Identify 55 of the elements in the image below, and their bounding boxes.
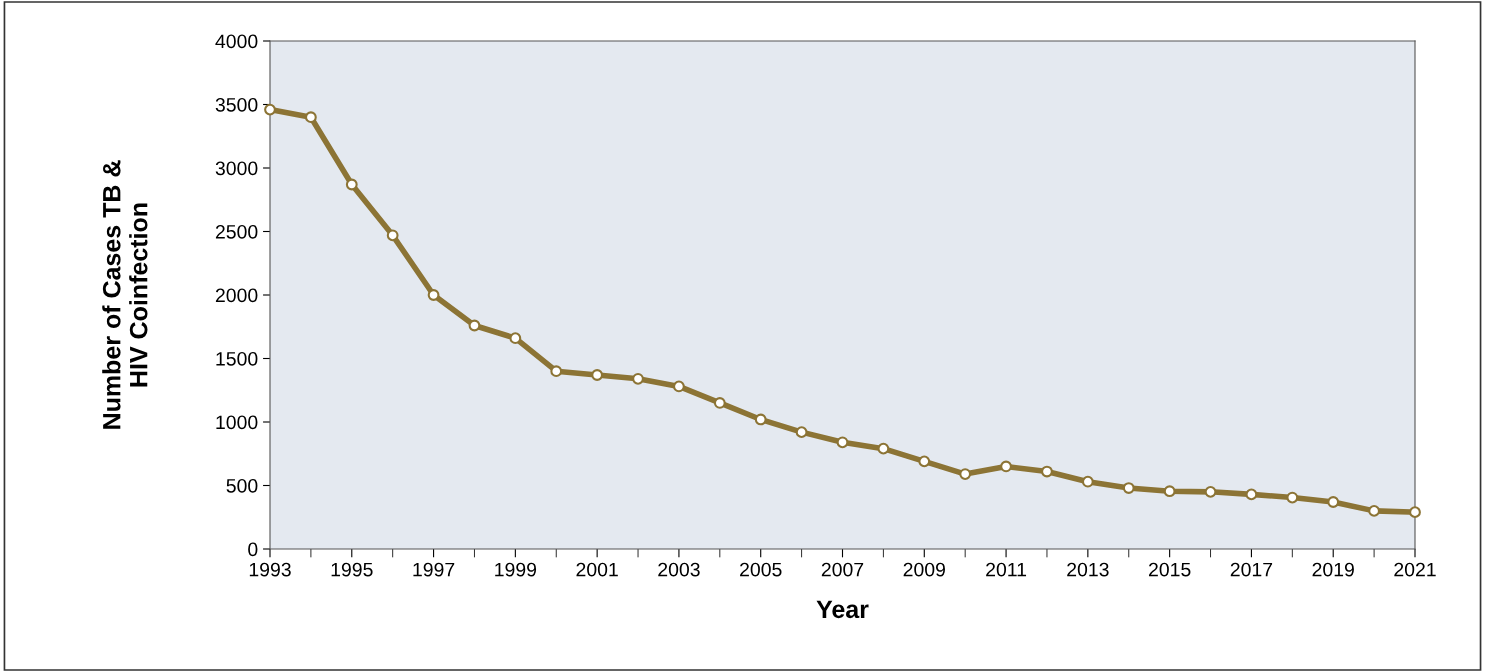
point xyxy=(713,397,726,409)
x-tick-label: 1995 xyxy=(331,562,373,577)
x-tick-label: 2007 xyxy=(821,562,864,577)
point xyxy=(1041,465,1053,478)
point xyxy=(1327,496,1340,508)
point xyxy=(1286,491,1299,504)
point xyxy=(1409,506,1421,519)
point xyxy=(386,229,399,242)
point xyxy=(918,455,931,468)
point xyxy=(1368,505,1381,517)
point xyxy=(673,380,685,393)
y-axis-title: Number of Cases TB & HIV Coinfection xyxy=(102,160,148,429)
x-tick-label: 2013 xyxy=(1067,562,1109,577)
y-tick-label: 500 xyxy=(226,478,258,493)
point xyxy=(795,426,808,439)
point xyxy=(509,332,522,345)
point xyxy=(550,365,563,378)
point xyxy=(1122,482,1135,494)
x-tick-label: 2021 xyxy=(1394,562,1436,577)
point xyxy=(959,468,972,480)
point xyxy=(427,289,440,301)
point xyxy=(877,442,890,455)
point xyxy=(264,103,276,116)
point xyxy=(591,369,604,381)
point xyxy=(632,372,644,385)
point xyxy=(754,413,767,426)
x-axis-title: Year xyxy=(816,600,869,619)
point xyxy=(1000,460,1012,473)
point xyxy=(304,111,317,124)
x-tick-label: 2001 xyxy=(576,562,618,577)
x-tick-label: 1999 xyxy=(495,562,537,577)
point xyxy=(1204,485,1217,498)
x-tick-label: 1997 xyxy=(413,562,455,577)
point xyxy=(836,436,849,449)
point xyxy=(468,319,481,332)
x-tick-label: 2015 xyxy=(1149,562,1191,577)
x-tick-label: 1993 xyxy=(249,562,291,577)
x-tick-label: 2005 xyxy=(740,562,782,577)
x-tick-label: 2011 xyxy=(986,562,1027,577)
point xyxy=(1163,485,1176,498)
y-tick-label: 3500 xyxy=(215,97,258,112)
point xyxy=(1081,475,1094,488)
y-tick-label: 0 xyxy=(248,542,258,557)
point xyxy=(1245,488,1258,501)
x-tick-label: 2003 xyxy=(658,562,700,577)
x-tick-label: 2009 xyxy=(903,562,945,577)
x-tick-label: 2019 xyxy=(1312,562,1354,577)
x-tick-label: 2017 xyxy=(1230,562,1273,577)
y-tick-label: 4000 xyxy=(215,34,258,49)
y-tick-label: 3000 xyxy=(215,161,258,176)
point xyxy=(345,178,358,191)
y-tick-label: 1000 xyxy=(216,415,258,430)
y-tick-label: 2000 xyxy=(215,288,258,303)
y-tick-label: 1500 xyxy=(216,351,258,366)
y-tick-label: 2500 xyxy=(215,224,258,239)
